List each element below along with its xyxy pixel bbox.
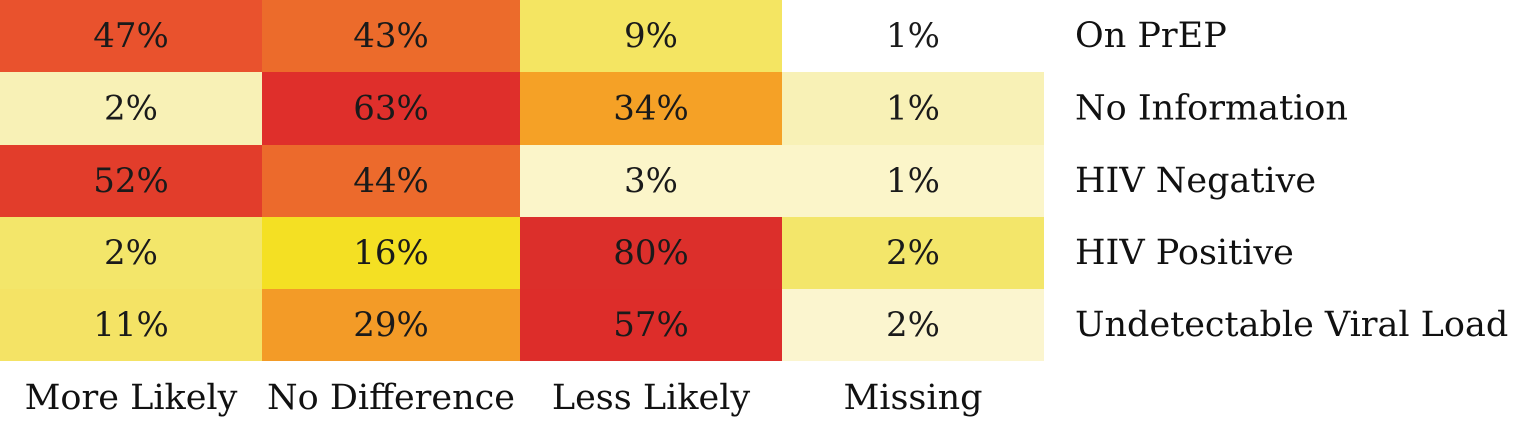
heatmap-cell xyxy=(520,72,782,145)
heatmap-cell xyxy=(782,0,1044,72)
heatmap-cell xyxy=(520,289,782,361)
column-label: Missing xyxy=(843,378,982,418)
cell-value-label: 44% xyxy=(353,161,429,201)
heatmap-cell xyxy=(262,0,520,72)
cell-value-label: 1% xyxy=(886,16,940,56)
heatmap-cell xyxy=(262,217,520,289)
row-label: Undetectable Viral Load xyxy=(1075,305,1508,345)
heatmap-cell xyxy=(262,145,520,217)
cell-value-label: 16% xyxy=(353,233,429,273)
cell-value-label: 1% xyxy=(886,89,940,129)
heatmap-cell xyxy=(520,217,782,289)
heatmap-cell xyxy=(782,289,1044,361)
cell-value-label: 29% xyxy=(353,305,429,345)
cell-value-label: 52% xyxy=(93,161,169,201)
cell-value-label: 57% xyxy=(613,305,689,345)
heatmap-cell xyxy=(0,0,262,72)
column-label: More Likely xyxy=(25,378,238,418)
heatmap-cell xyxy=(520,145,782,217)
heatmap-cell xyxy=(0,217,262,289)
heatmap-cell xyxy=(782,145,1044,217)
column-label: Less Likely xyxy=(552,378,751,418)
row-label: On PrEP xyxy=(1075,16,1227,56)
heatmap-cell xyxy=(782,72,1044,145)
cell-value-label: 2% xyxy=(886,233,940,273)
cell-value-label: 2% xyxy=(104,233,158,273)
heatmap-cell xyxy=(520,0,782,72)
row-label: No Information xyxy=(1075,89,1348,129)
column-label: No Difference xyxy=(267,378,515,418)
cell-value-label: 47% xyxy=(93,16,169,56)
heatmap-cell xyxy=(262,289,520,361)
heatmap-cell xyxy=(0,72,262,145)
column-labels: More Likely No Difference Less Likely Missi… xyxy=(25,378,983,418)
cell-value-label: 43% xyxy=(353,16,429,56)
row-labels: On PrEP No Information HIV Negative HIV Pos… xyxy=(1075,16,1508,345)
cell-value-label: 34% xyxy=(613,89,689,129)
heatmap-cell xyxy=(262,72,520,145)
heatmap-cell xyxy=(0,145,262,217)
row-label: HIV Positive xyxy=(1075,233,1294,273)
cell-value-label: 11% xyxy=(93,305,169,345)
cell-value-label: 63% xyxy=(353,89,429,129)
heatmap-cell xyxy=(782,217,1044,289)
cell-value-label: 3% xyxy=(624,161,678,201)
row-label: HIV Negative xyxy=(1075,161,1316,201)
cell-value-label: 9% xyxy=(624,16,678,56)
cell-value-label: 2% xyxy=(104,89,158,129)
cell-value-label: 80% xyxy=(613,233,689,273)
heatmap-cell xyxy=(0,289,262,361)
cell-value-label: 1% xyxy=(886,161,940,201)
cell-value-label: 2% xyxy=(886,305,940,345)
heatmap-cells: 47% 43% 9% 1% 2% 63% 34% 1% 52% 44% 3% 1% 2% 16% 80% 2%… xyxy=(0,0,1044,361)
